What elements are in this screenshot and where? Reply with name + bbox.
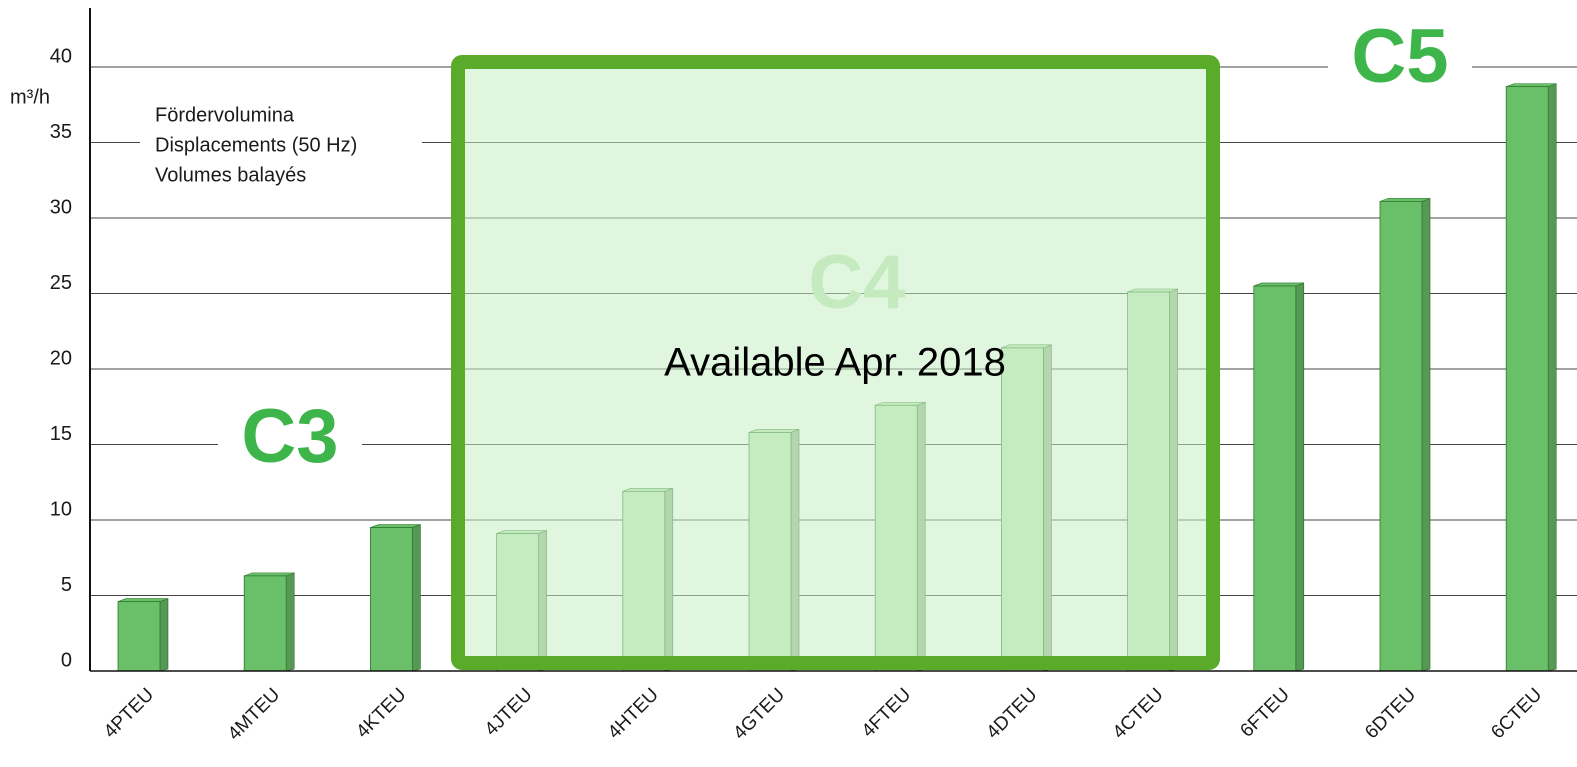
- x-tick-label: 4MTEU: [224, 684, 284, 744]
- bar-side: [1547, 83, 1557, 672]
- x-tick-label: 4HTEU: [604, 684, 663, 743]
- y-tick-label: 40: [50, 45, 72, 67]
- x-tick-label: 4CTEU: [1109, 684, 1168, 743]
- y-tick-label: 30: [50, 196, 72, 218]
- bar-front: [1379, 200, 1423, 672]
- bar: [1505, 83, 1557, 672]
- bar-front: [1253, 285, 1297, 672]
- group-label: C5: [1351, 14, 1448, 99]
- bar: [1379, 197, 1431, 672]
- group-label: C4: [808, 240, 905, 325]
- x-tick-label: 4GTEU: [729, 684, 789, 744]
- y-tick-label: 15: [50, 423, 72, 445]
- legend-line: Fördervolumina: [155, 104, 295, 126]
- bar-top: [1253, 282, 1304, 287]
- bar: [1253, 282, 1305, 672]
- x-tick-label: 6FTEU: [1236, 684, 1293, 741]
- x-tick-label: 4FTEU: [858, 684, 915, 741]
- y-tick-label: 0: [61, 649, 72, 671]
- bar-front: [117, 601, 161, 672]
- legend-line: Volumes balayés: [155, 164, 306, 186]
- bar-side: [285, 572, 295, 672]
- availability-box: [451, 55, 1220, 670]
- bar: [117, 598, 169, 672]
- bar-front: [1505, 86, 1549, 672]
- bar-side: [1421, 197, 1431, 672]
- x-tick-label: 4JTEU: [481, 684, 537, 740]
- y-tick-label: 10: [50, 498, 72, 520]
- bar-top: [1506, 83, 1557, 87]
- legend-bg: [140, 98, 422, 192]
- bar-side: [412, 524, 421, 672]
- label-bg: [218, 410, 362, 480]
- x-tick-label: 6DTEU: [1361, 684, 1420, 743]
- legend-line: Displacements (50 Hz): [155, 134, 357, 156]
- bar-front: [369, 527, 413, 672]
- x-tick-label: 6CTEU: [1487, 684, 1546, 743]
- y-tick-label: 25: [50, 272, 72, 294]
- bar-front: [243, 575, 287, 672]
- annotation: Available Apr. 2018: [664, 341, 1006, 385]
- y-tick-label: 20: [50, 347, 72, 369]
- bar-side: [159, 598, 169, 672]
- x-tick-label: 4DTEU: [983, 684, 1042, 743]
- bar-side: [1295, 282, 1305, 672]
- x-tick-label: 4KTEU: [352, 684, 410, 742]
- x-tick-label: 4PTEU: [100, 684, 158, 742]
- y-tick-label: 5: [61, 574, 72, 596]
- bar: [243, 572, 295, 672]
- bar-top: [370, 524, 421, 528]
- bar-top: [244, 572, 295, 577]
- group-label: C3: [241, 394, 338, 479]
- bar: [369, 524, 421, 672]
- bar-top: [117, 598, 169, 602]
- label-bg: [1328, 30, 1472, 102]
- bar-top: [1379, 198, 1431, 202]
- y-tick-label: 35: [50, 121, 72, 143]
- y-axis-label: m³/h: [10, 86, 50, 108]
